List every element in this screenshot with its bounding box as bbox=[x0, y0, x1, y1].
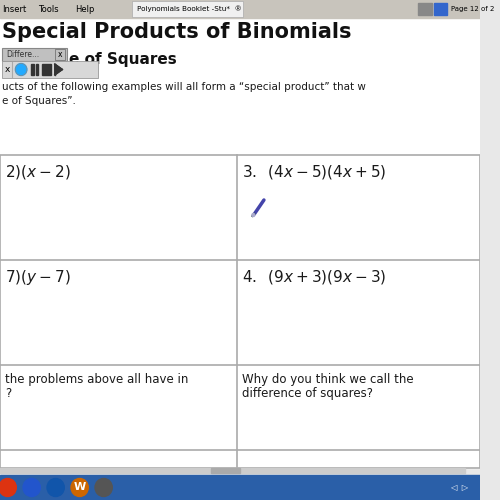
Bar bbox=[2, 48, 67, 61]
Circle shape bbox=[16, 64, 27, 76]
Bar bbox=[211, 468, 240, 473]
Bar bbox=[54, 49, 66, 60]
Bar bbox=[30, 64, 34, 75]
Bar bbox=[418, 3, 432, 15]
Text: x: x bbox=[58, 50, 62, 59]
Text: $2)(x-2)$: $2)(x-2)$ bbox=[5, 163, 70, 181]
Circle shape bbox=[71, 478, 88, 496]
Text: Why do you think we call the: Why do you think we call the bbox=[242, 373, 414, 386]
Circle shape bbox=[47, 478, 64, 496]
Text: difference of squares?: difference of squares? bbox=[242, 387, 373, 400]
Circle shape bbox=[0, 478, 16, 496]
Text: ?: ? bbox=[5, 387, 11, 400]
Text: x: x bbox=[5, 65, 10, 74]
Bar bbox=[0, 468, 466, 473]
Polygon shape bbox=[54, 64, 62, 75]
Text: Tools: Tools bbox=[38, 4, 59, 14]
Text: Special Products of Binomials: Special Products of Binomials bbox=[2, 22, 352, 42]
Text: W: W bbox=[74, 482, 86, 492]
Bar bbox=[0, 475, 480, 500]
Circle shape bbox=[252, 214, 255, 216]
Text: Page 12 of 2: Page 12 of 2 bbox=[451, 6, 494, 12]
Bar bbox=[434, 3, 447, 15]
Text: Insert: Insert bbox=[2, 4, 26, 14]
Text: Help: Help bbox=[75, 4, 94, 14]
Text: Polynomials Booklet -Stu*  ®: Polynomials Booklet -Stu* ® bbox=[137, 6, 242, 12]
Text: ucts of the following examples will all form a “special product” that w: ucts of the following examples will all … bbox=[2, 82, 366, 92]
Text: the problems above all have in: the problems above all have in bbox=[5, 373, 188, 386]
Bar bbox=[2, 61, 98, 78]
Bar bbox=[0, 155, 480, 468]
Bar bbox=[0, 0, 480, 18]
Text: e of Squares”.: e of Squares”. bbox=[2, 96, 76, 106]
Text: $4.\;\;(9x+3)(9x-3)$: $4.\;\;(9x+3)(9x-3)$ bbox=[242, 268, 386, 286]
Text: Differe...: Differe... bbox=[6, 50, 39, 59]
Text: $7)(y-7)$: $7)(y-7)$ bbox=[5, 268, 70, 287]
Bar bbox=[42, 64, 51, 75]
Text: e of Squares: e of Squares bbox=[69, 52, 177, 67]
Text: $3.\;\;(4x-5)(4x+5)$: $3.\;\;(4x-5)(4x+5)$ bbox=[242, 163, 386, 181]
Bar bbox=[132, 1, 243, 17]
Circle shape bbox=[95, 478, 112, 496]
Text: ◁  ▷: ◁ ▷ bbox=[450, 483, 468, 492]
Bar bbox=[36, 64, 38, 75]
Circle shape bbox=[23, 478, 40, 496]
